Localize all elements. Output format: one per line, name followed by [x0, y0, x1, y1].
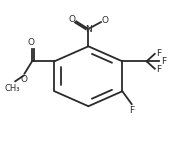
Text: F: F: [157, 65, 162, 74]
Text: N: N: [85, 25, 92, 34]
Text: O: O: [28, 38, 35, 48]
Text: O: O: [101, 16, 108, 25]
Text: F: F: [157, 49, 162, 58]
Text: O: O: [20, 75, 27, 84]
Text: O: O: [68, 15, 75, 24]
Text: F: F: [161, 57, 166, 66]
Text: F: F: [129, 106, 134, 115]
Text: CH₃: CH₃: [5, 84, 20, 93]
